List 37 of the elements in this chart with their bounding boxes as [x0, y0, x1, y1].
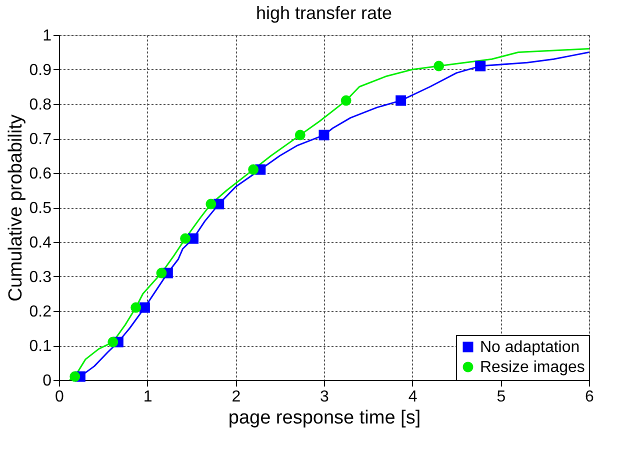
x-axis-title: page response time [s] — [228, 408, 421, 428]
point — [396, 95, 406, 106]
y-tick-label: 0.3 — [29, 269, 52, 286]
y-tick-label: 0.7 — [29, 131, 52, 148]
legend-label: Resize images — [480, 359, 585, 376]
x-tick-label: 0 — [55, 388, 64, 406]
y-tick-label: 0.9 — [29, 62, 52, 79]
point — [206, 198, 216, 210]
y-tick-label: 0.6 — [29, 166, 52, 182]
y-tick-label: 0.8 — [29, 96, 52, 114]
y-tick-label: 0.4 — [29, 234, 52, 252]
point — [318, 130, 330, 140]
x-tick-label: 4 — [408, 388, 418, 406]
x-tick-label: 5 — [496, 388, 506, 406]
chart-title: high transfer rate — [256, 3, 392, 23]
point — [139, 302, 150, 313]
x-tick-label: 1 — [143, 388, 152, 406]
y-tick-label: 0.5 — [29, 200, 52, 217]
y-axis-title: Cumulative probability — [5, 114, 26, 302]
y-tick-label: 0 — [42, 372, 52, 390]
point — [130, 302, 142, 313]
point — [434, 60, 444, 72]
point — [156, 268, 167, 278]
point — [475, 60, 486, 72]
y-tick-label: 0.1 — [29, 338, 52, 355]
point — [294, 130, 306, 140]
legend-label: No adaptation — [480, 339, 580, 356]
point — [248, 164, 259, 175]
y-tick-label: 0.2 — [29, 304, 52, 320]
point — [340, 95, 352, 106]
x-tick-label: 2 — [232, 388, 241, 406]
y-tick-label: 1 — [42, 28, 52, 44]
point — [70, 371, 80, 382]
x-tick-label: 3 — [320, 388, 330, 406]
point — [108, 336, 118, 348]
point — [180, 233, 191, 244]
x-tick-label: 6 — [585, 388, 594, 406]
